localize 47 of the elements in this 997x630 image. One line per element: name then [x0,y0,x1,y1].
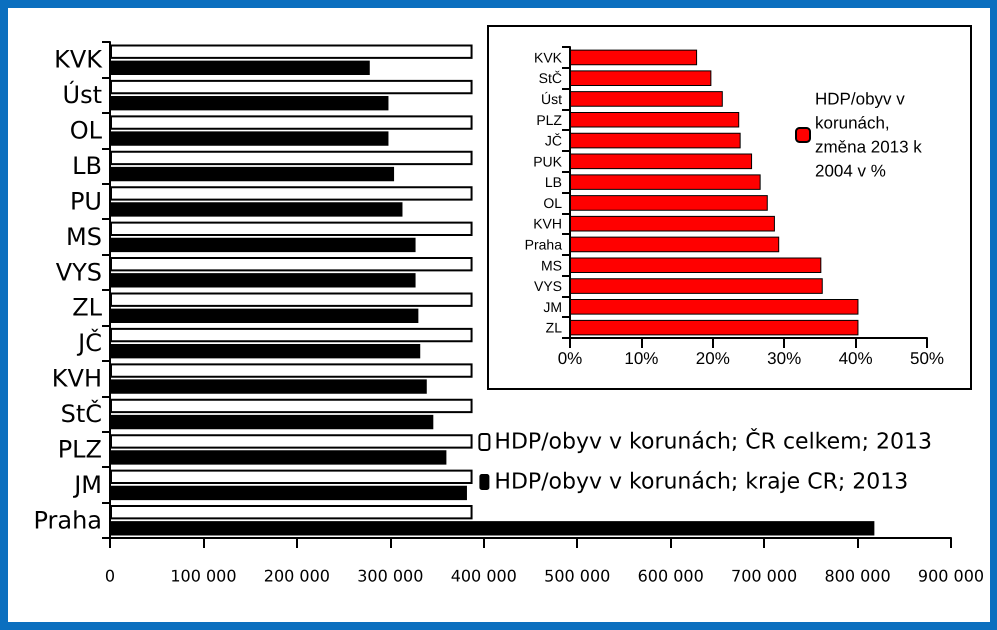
y-tick-label: PLZ [536,112,562,128]
y-tick-label: Úst [62,80,102,110]
legend-label: HDP/obyv v korunách, změna 2013 k 2004 v % [815,90,927,180]
x-tick-label: 600 000 [638,566,704,586]
x-tick-label: 300 000 [357,566,424,586]
x-tick-label: 0 [104,566,116,586]
x-tick-label: 700 000 [731,566,798,586]
y-tick-label: StČ [538,70,562,86]
y-tick-label: KVH [52,364,102,393]
y-tick-label: PU [70,187,102,216]
y-tick-label: JČ [544,132,562,149]
x-tick-label: 20% [696,349,730,368]
y-tick-label: VYS [534,278,562,294]
y-tick-label: StČ [60,399,102,428]
y-tick-label: Úst [541,90,562,107]
legend-label: HDP/obyv v korunách; kraje CR; 2013 [494,470,908,494]
y-tick-label: LB [72,152,102,180]
y-tick-label: MS [66,222,102,251]
y-tick-label: KVH [533,216,562,232]
x-tick-label: 50% [910,349,944,368]
x-tick-label: 0% [558,349,582,368]
y-tick-label: ZL [546,320,562,336]
x-tick-label: 10% [624,349,658,368]
x-tick-label: 40% [838,349,873,368]
legend-label: HDP/obyv v korunách; ČR celkem; 2013 [494,428,932,454]
y-tick-label: JČ [76,328,102,358]
y-tick-label: MS [541,257,562,274]
y-tick-label: Praha [33,506,102,534]
x-tick-label: 800 000 [824,566,891,586]
y-tick-label: OL [70,116,103,145]
y-tick-label: LB [544,174,562,190]
x-tick-label: 400 000 [450,566,517,586]
y-tick-label: ZL [72,294,103,322]
x-tick-label: 30% [767,349,802,368]
x-tick-label: 100 000 [170,566,237,586]
x-tick-label: 900 000 [918,566,984,586]
y-tick-label: JM [543,298,562,315]
y-tick-label: VYS [56,258,102,286]
y-tick-label: KVK [534,49,563,66]
x-tick-label: 200 000 [264,566,330,586]
x-tick-label: 500 000 [544,566,610,586]
y-tick-label: Praha [524,236,562,252]
y-tick-label: KVK [54,46,104,74]
y-tick-label: PLZ [58,435,102,464]
y-tick-label: OL [543,194,562,211]
y-tick-label: JM [72,470,102,499]
y-tick-label: PUK [533,153,563,170]
